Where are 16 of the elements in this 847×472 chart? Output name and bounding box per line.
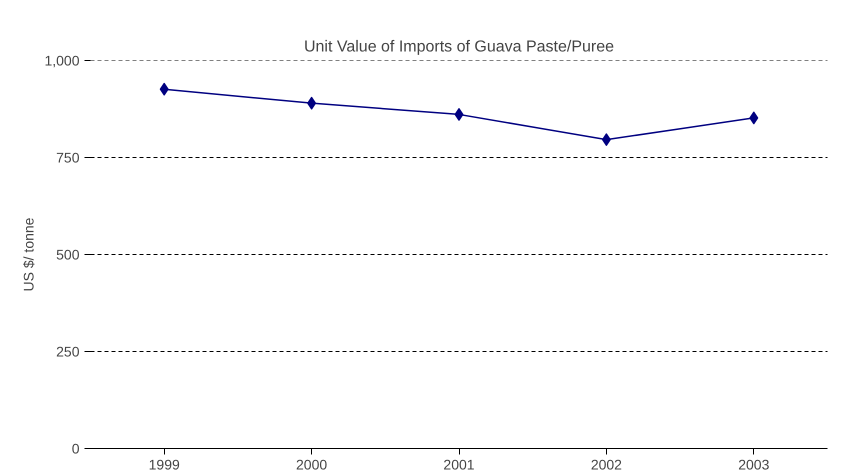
y-tick-label: 750: [56, 150, 80, 166]
y-tick-label: 1,000: [44, 52, 80, 68]
point: [602, 133, 611, 146]
y-tick-label: 500: [56, 246, 80, 262]
point: [307, 96, 316, 110]
x-tick-label: 2000: [296, 456, 328, 472]
y-axis-title: US $/ tonne: [20, 217, 36, 292]
chart-title: Unit Value of Imports of Guava Paste/Puree: [304, 38, 614, 56]
x-tick-label: 1999: [148, 456, 180, 472]
y-tick-label: 0: [72, 440, 80, 456]
x-tick-label: 2002: [590, 456, 622, 472]
y-tick-label: 250: [56, 344, 80, 360]
point: [749, 111, 758, 124]
x-tick-label: 2003: [738, 456, 770, 472]
x-tick-label: 2001: [443, 456, 475, 472]
point: [160, 82, 169, 96]
